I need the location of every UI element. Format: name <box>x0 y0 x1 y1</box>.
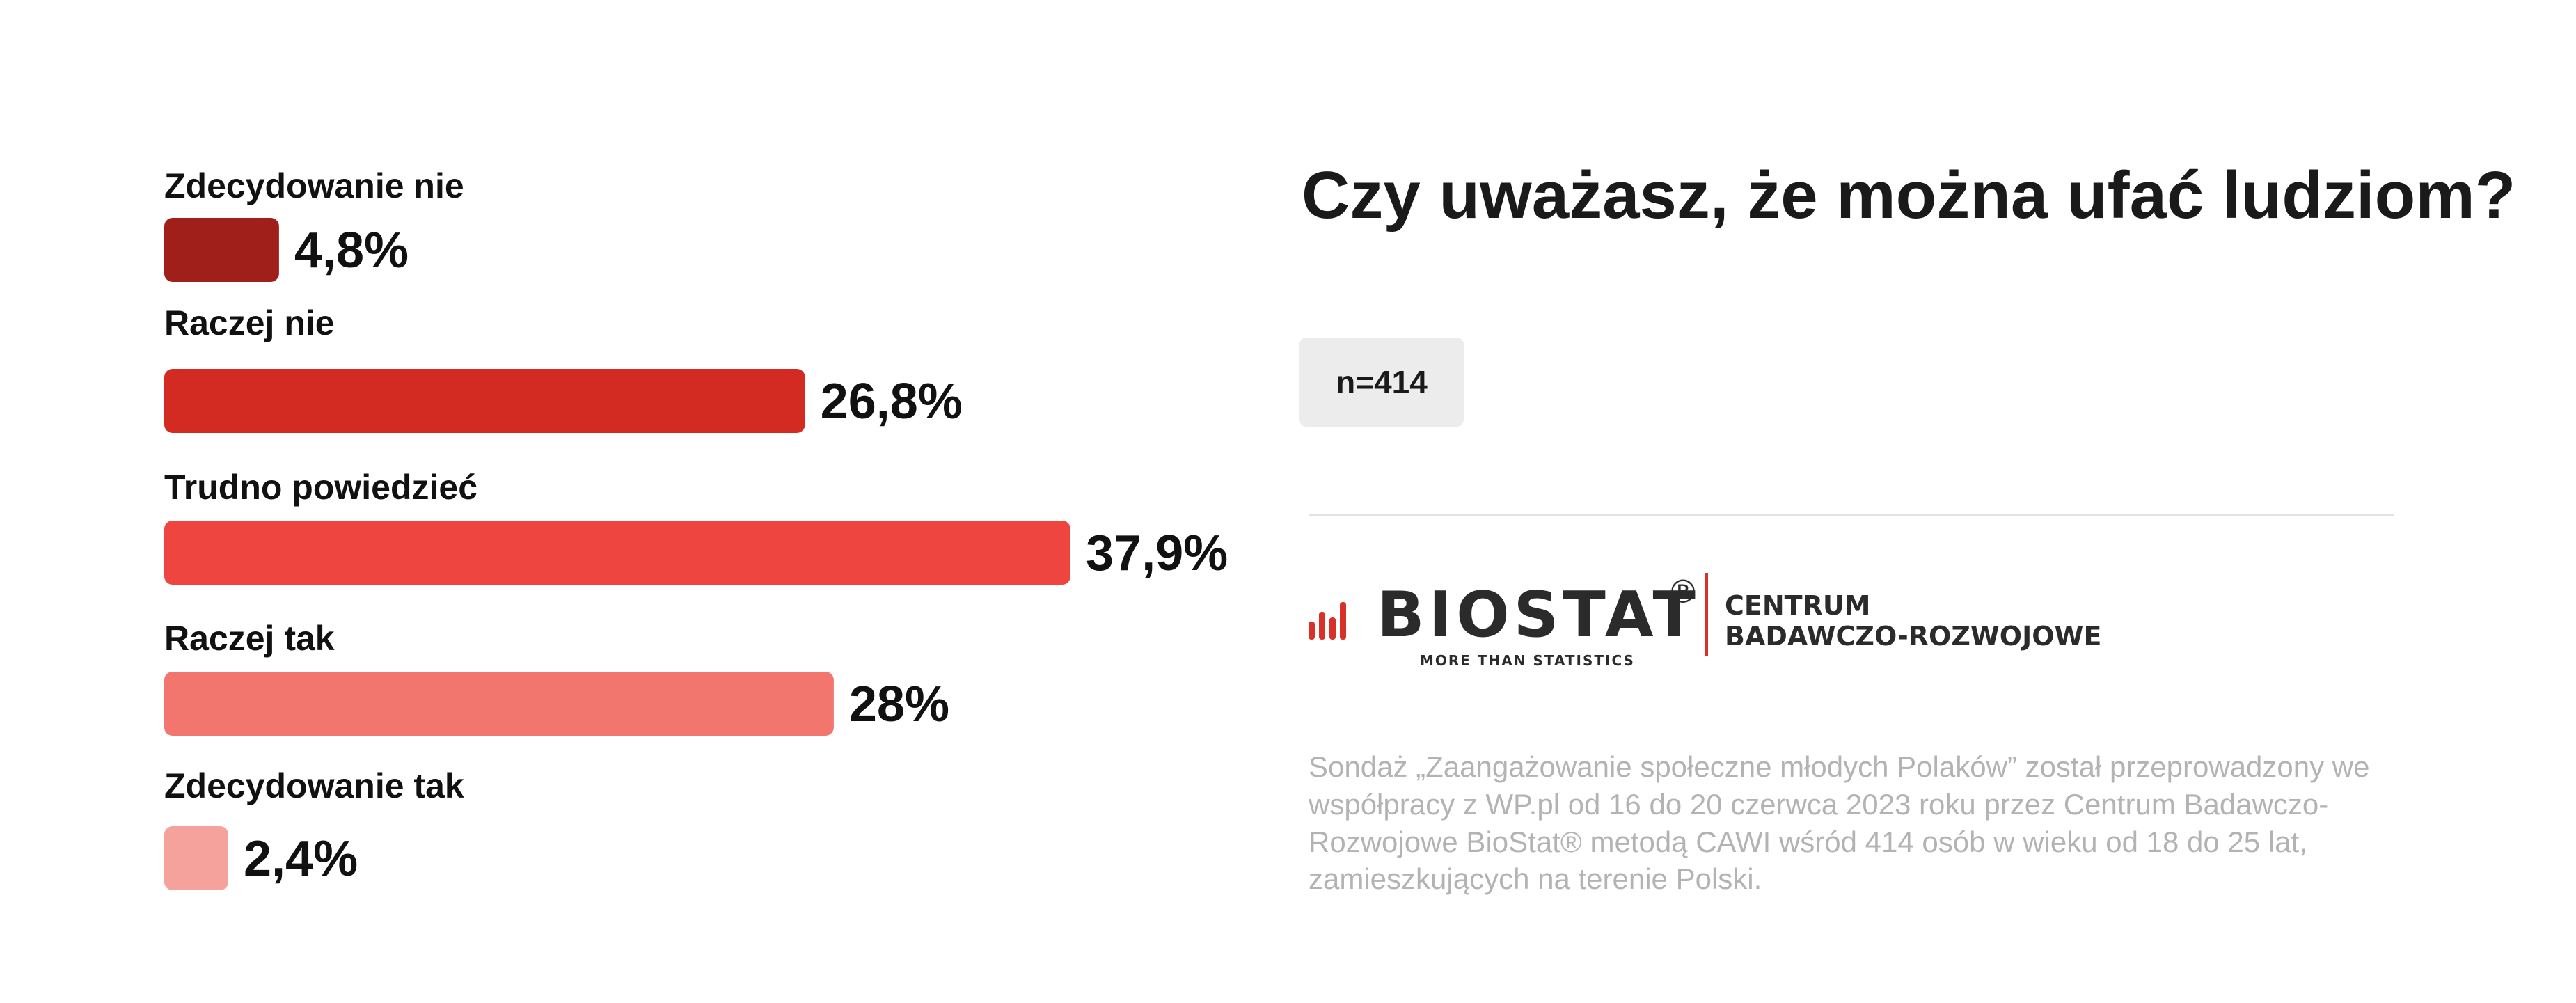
bar <box>164 218 279 282</box>
value-label: 37,9% <box>1086 526 1228 581</box>
biostat-tagline: MORE THAN STATISTICS <box>1420 652 1635 669</box>
category-label: Zdecydowanie tak <box>164 766 464 805</box>
sample-size-badge: n=414 <box>1299 338 1464 427</box>
bar-chart: Zdecydowanie nie 4,8% Raczej nie 26,8% Trudn… <box>164 166 1228 890</box>
value-label: 26,8% <box>821 374 963 429</box>
bar <box>164 672 834 736</box>
bar <box>164 826 228 890</box>
biostat-logo-bars-icon <box>1309 602 1346 640</box>
category-label: Raczej nie <box>164 303 335 342</box>
divider <box>1309 514 2394 516</box>
value-label: 2,4% <box>244 831 358 887</box>
value-label: 28% <box>849 677 949 732</box>
registered-mark: ® <box>1667 573 1699 610</box>
value-label: 4,8% <box>294 223 409 278</box>
organization-line-1: CENTRUM <box>1725 590 1871 621</box>
bar <box>164 369 805 433</box>
organization-name: CENTRUM BADAWCZO-ROZWOJOWE <box>1725 590 2102 651</box>
bar <box>164 521 1070 585</box>
category-label: Raczej tak <box>164 619 335 658</box>
category-label: Zdecydowanie nie <box>164 166 464 205</box>
category-label: Trudno powiedzieć <box>164 468 477 507</box>
biostat-logo: BIOSTAT ® MORE THAN STATISTICS CENTRUM B… <box>1309 573 2144 679</box>
biostat-wordmark: BIOSTAT <box>1377 578 1700 651</box>
organization-line-2: BADAWCZO-ROZWOJOWE <box>1725 620 2102 651</box>
chart-title: Czy uważasz, że można ufać ludziom? <box>1302 158 2516 232</box>
methodology-note: Sondaż „Zaangażowanie społeczne młodych … <box>1309 750 2370 896</box>
logo-separator <box>1705 573 1708 656</box>
